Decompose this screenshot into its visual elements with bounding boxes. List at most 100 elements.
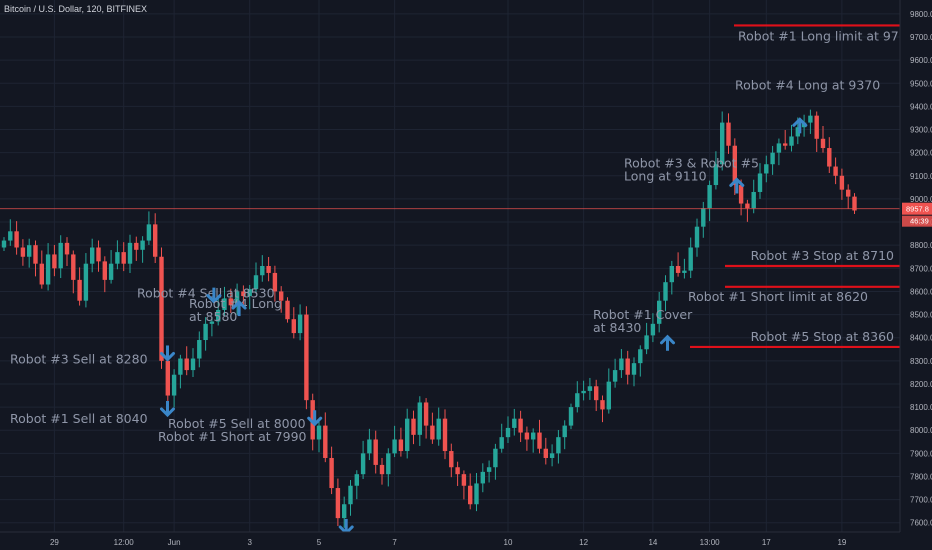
candle-body [260,266,265,276]
y-tick-label: 9800.0 [910,10,932,19]
candle-body [650,323,656,336]
candle-body [430,425,435,440]
candle-body [581,390,586,394]
annotation-label: Robot #1 Sell at 8040 [10,411,148,426]
candle-body [58,242,63,269]
arrow-up-icon [729,177,745,194]
candle-body [789,136,794,146]
y-tick-label: 8300.0 [910,357,932,366]
candle-body [360,453,366,475]
candle-body [20,247,26,257]
y-axis-bg [900,0,932,550]
candle-body [348,485,353,505]
arrow-down-icon [160,345,175,362]
annotation-label: Robot #3 Sell at 8280 [10,351,148,366]
candle-body [833,166,838,176]
y-tick-label: 7600.0 [910,519,932,528]
candle-body [820,138,826,149]
x-tick-label: Jun [168,538,181,547]
y-tick-label: 7700.0 [910,496,932,505]
candle-body [625,358,630,375]
candle-body [795,127,800,137]
candle-body [121,252,126,264]
candle-body [77,279,82,301]
candle-body [657,300,662,324]
annotation-label: Robot #4 Long [189,296,282,311]
arrow-up-icon [792,117,808,134]
candle-body [694,226,700,248]
candle-body [512,418,517,428]
candle-body [701,208,706,227]
candle-body [253,275,259,290]
candle-body [575,393,580,408]
candle-body [405,418,410,452]
x-tick-label: 10 [504,538,513,547]
candle-body [279,291,284,301]
candle-body [442,418,448,452]
candle-body [171,374,177,396]
y-tick-label: 9200.0 [910,149,932,158]
y-tick-label: 8600.0 [910,287,932,296]
candle-body [247,289,252,297]
arrow-head [729,177,745,187]
candle-body [776,143,782,153]
candle-body [757,173,763,192]
arrow-down-icon [160,400,175,418]
y-tick-label: 8700.0 [910,264,932,273]
candle-body [316,425,322,440]
annotations: Robot #3 Sell at 8280 Robot #1 Sell at 80… [10,77,880,544]
candle-body [505,427,511,438]
candle-body [587,386,593,391]
annotation-label: Long at 9110 [624,168,707,183]
arrow-head [160,351,175,362]
y-tick-label: 8800.0 [910,241,932,250]
x-tick-label: 5 [317,538,322,547]
candle-body [606,381,611,410]
candle-body [178,358,183,375]
candle-body [770,152,775,165]
candle-body [39,263,44,285]
candle-body [310,400,315,440]
candle-body [461,474,467,486]
candle-body [751,191,756,209]
candle-body [543,448,548,458]
candle-body [808,115,813,123]
y-tick-label: 8500.0 [910,311,932,320]
price-levels: Robot #1 Long limit at 9750 Robot #3 Stop… [0,24,915,349]
candle-body [480,471,485,484]
candle-body [153,224,158,257]
countdown-label: 46:39 [910,217,929,226]
candle-body [726,122,731,146]
candle-body [423,402,429,426]
candle-body [745,203,750,209]
candle-body [27,245,32,257]
candle-body [64,242,70,255]
x-tick-label: 19 [837,538,846,547]
candle-body [102,261,107,280]
y-tick-label: 9400.0 [910,102,932,111]
arrow-down-icon [307,410,323,427]
candle-body [638,349,643,364]
candle-body [14,231,19,248]
candle-body [134,242,139,250]
arrow-up-icon [231,299,247,317]
x-tick-label: 17 [762,538,771,547]
candle-body [140,240,145,250]
arrow-head [231,299,247,310]
x-tick-label: 7 [392,538,397,547]
candle-body [342,504,347,519]
candle-body [323,425,328,458]
arrow-head [307,416,323,427]
x-tick-label: 12 [579,538,588,547]
candle-body [398,439,404,452]
y-tick-label: 9100.0 [910,172,932,181]
arrow-head [206,294,222,304]
candle-body [644,335,649,350]
candle-body [127,242,133,264]
candle-body [600,400,605,410]
chart-title: Bitcoin / U.S. Dollar, 120, BITFINEX [4,4,147,14]
candle-body [33,245,38,264]
candle-body [707,185,712,209]
